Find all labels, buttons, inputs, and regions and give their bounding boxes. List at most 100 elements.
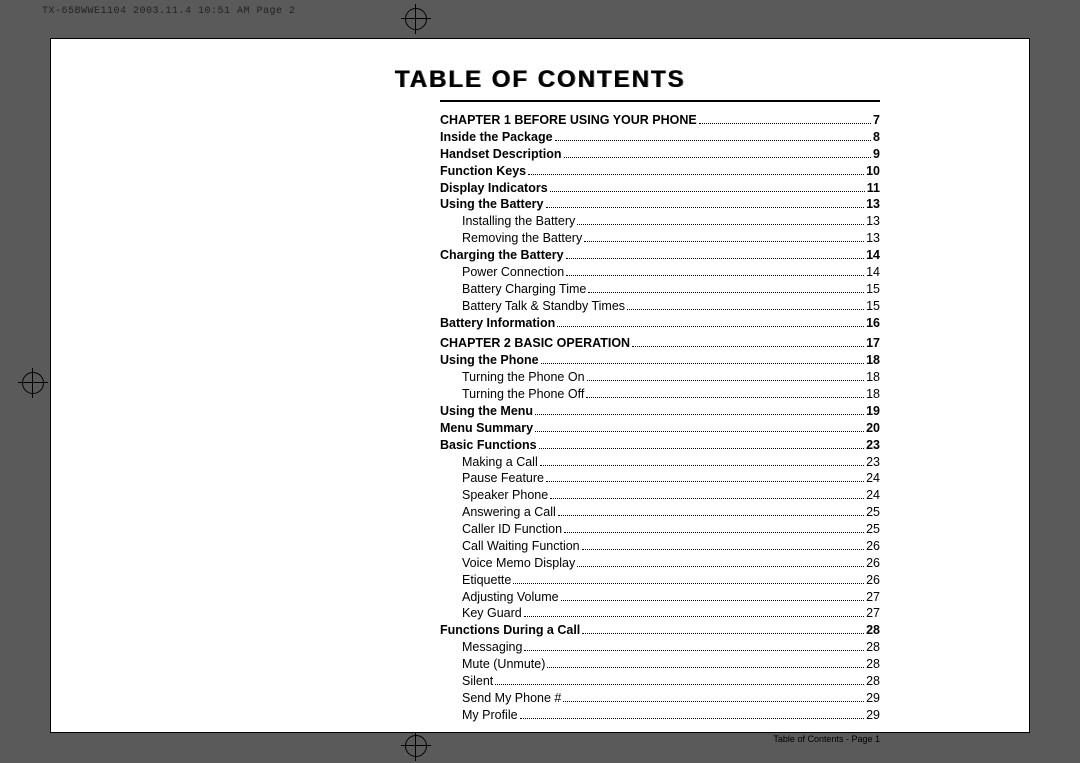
toc-page-number: 18 (866, 352, 880, 369)
toc-page-number: 8 (873, 129, 880, 146)
toc-row: Inside the Package8 (440, 129, 880, 146)
toc-row: Call Waiting Function26 (440, 538, 880, 555)
toc-leader-dots (561, 600, 865, 601)
toc-label: Call Waiting Function (462, 538, 580, 555)
toc-row: Mute (Unmute)28 (440, 656, 880, 673)
toc-row: Silent28 (440, 673, 880, 690)
toc-page-number: 7 (873, 112, 880, 129)
toc-row: Battery Information 16 (440, 315, 880, 332)
toc-page-number: 27 (866, 605, 880, 622)
toc-leader-dots (584, 241, 864, 242)
toc-label: CHAPTER 2 BASIC OPERATION (440, 335, 630, 352)
toc-label: Using the Phone (440, 352, 539, 369)
page-footer: Table of Contents - Page 1 (50, 734, 880, 744)
toc-row: Pause Feature24 (440, 470, 880, 487)
toc-leader-dots (513, 583, 864, 584)
toc-page-number: 14 (866, 264, 880, 281)
toc-page-number: 16 (866, 315, 880, 332)
toc-label: Messaging (462, 639, 522, 656)
toc-row: Send My Phone # 29 (440, 690, 880, 707)
toc-page-number: 15 (866, 298, 880, 315)
toc-leader-dots (582, 633, 864, 634)
toc-label: Removing the Battery (462, 230, 582, 247)
toc-row: Functions During a Call28 (440, 622, 880, 639)
toc-page-number: 9 (873, 146, 880, 163)
page-title: TABLE OF CONTENTS (50, 38, 1030, 94)
toc-row: Installing the Battery 13 (440, 213, 880, 230)
toc-row: Turning the Phone On18 (440, 369, 880, 386)
toc-leader-dots (539, 448, 865, 449)
table-of-contents: CHAPTER 1 BEFORE USING YOUR PHONE7Inside… (440, 112, 880, 724)
toc-label: Send My Phone # (462, 690, 561, 707)
toc-leader-dots (550, 498, 864, 499)
toc-label: Charging the Battery (440, 247, 564, 264)
toc-row: Display Indicators11 (440, 180, 880, 197)
toc-label: Answering a Call (462, 504, 556, 521)
toc-page-number: 26 (866, 572, 880, 589)
toc-label: Installing the Battery (462, 213, 575, 230)
toc-label: Menu Summary (440, 420, 533, 437)
print-header: TX-65BWWE1104 2003.11.4 10:51 AM Page 2 (0, 0, 1080, 24)
toc-leader-dots (558, 515, 864, 516)
toc-page-number: 15 (866, 281, 880, 298)
toc-label: Display Indicators (440, 180, 548, 197)
toc-leader-dots (546, 207, 865, 208)
page: TABLE OF CONTENTS CHAPTER 1 BEFORE USING… (50, 38, 1030, 733)
toc-page-number: 13 (866, 213, 880, 230)
toc-leader-dots (557, 326, 864, 327)
toc-row: Battery Talk & Standby Times15 (440, 298, 880, 315)
toc-row: Battery Charging Time 15 (440, 281, 880, 298)
toc-label: Battery Information (440, 315, 555, 332)
toc-row: My Profile29 (440, 707, 880, 724)
toc-row: Power Connection 14 (440, 264, 880, 281)
toc-label: Using the Battery (440, 196, 544, 213)
toc-leader-dots (587, 380, 865, 381)
crop-mark-top (405, 8, 427, 30)
toc-page-number: 24 (866, 487, 880, 504)
toc-leader-dots (541, 363, 864, 364)
toc-row: CHAPTER 2 BASIC OPERATION17 (440, 335, 880, 352)
toc-row: Making a Call23 (440, 454, 880, 471)
toc-label: Key Guard (462, 605, 522, 622)
toc-page-number: 10 (866, 163, 880, 180)
toc-page-number: 14 (866, 247, 880, 264)
toc-row: Handset Description 9 (440, 146, 880, 163)
toc-leader-dots (564, 532, 864, 533)
toc-label: Voice Memo Display (462, 555, 575, 572)
toc-label: Handset Description (440, 146, 562, 163)
toc-leader-dots (547, 667, 864, 668)
toc-page-number: 18 (866, 386, 880, 403)
toc-row: Adjusting Volume27 (440, 589, 880, 606)
toc-leader-dots (535, 414, 864, 415)
toc-row: Messaging28 (440, 639, 880, 656)
toc-leader-dots (566, 275, 864, 276)
toc-leader-dots (577, 224, 864, 225)
toc-leader-dots (535, 431, 864, 432)
toc-page-number: 28 (866, 673, 880, 690)
toc-leader-dots (524, 650, 864, 651)
toc-label: Turning the Phone Off (462, 386, 584, 403)
toc-page-number: 20 (866, 420, 880, 437)
toc-page-number: 28 (866, 622, 880, 639)
toc-label: Power Connection (462, 264, 564, 281)
toc-row: Basic Functions23 (440, 437, 880, 454)
toc-row: Using the Phone 18 (440, 352, 880, 369)
toc-label: Function Keys (440, 163, 526, 180)
toc-label: Caller ID Function (462, 521, 562, 538)
toc-leader-dots (540, 465, 864, 466)
toc-page-number: 13 (866, 196, 880, 213)
toc-leader-dots (555, 140, 871, 141)
toc-label: Turning the Phone On (462, 369, 585, 386)
toc-row: Caller ID Function25 (440, 521, 880, 538)
toc-page-number: 29 (866, 690, 880, 707)
toc-page-number: 13 (866, 230, 880, 247)
toc-label: Battery Charging Time (462, 281, 586, 298)
toc-leader-dots (566, 258, 864, 259)
toc-leader-dots (520, 718, 865, 719)
toc-leader-dots (524, 616, 864, 617)
toc-label: Speaker Phone (462, 487, 548, 504)
title-underline (440, 100, 880, 102)
toc-leader-dots (577, 566, 864, 567)
toc-row: Key Guard 27 (440, 605, 880, 622)
toc-leader-dots (699, 123, 871, 124)
